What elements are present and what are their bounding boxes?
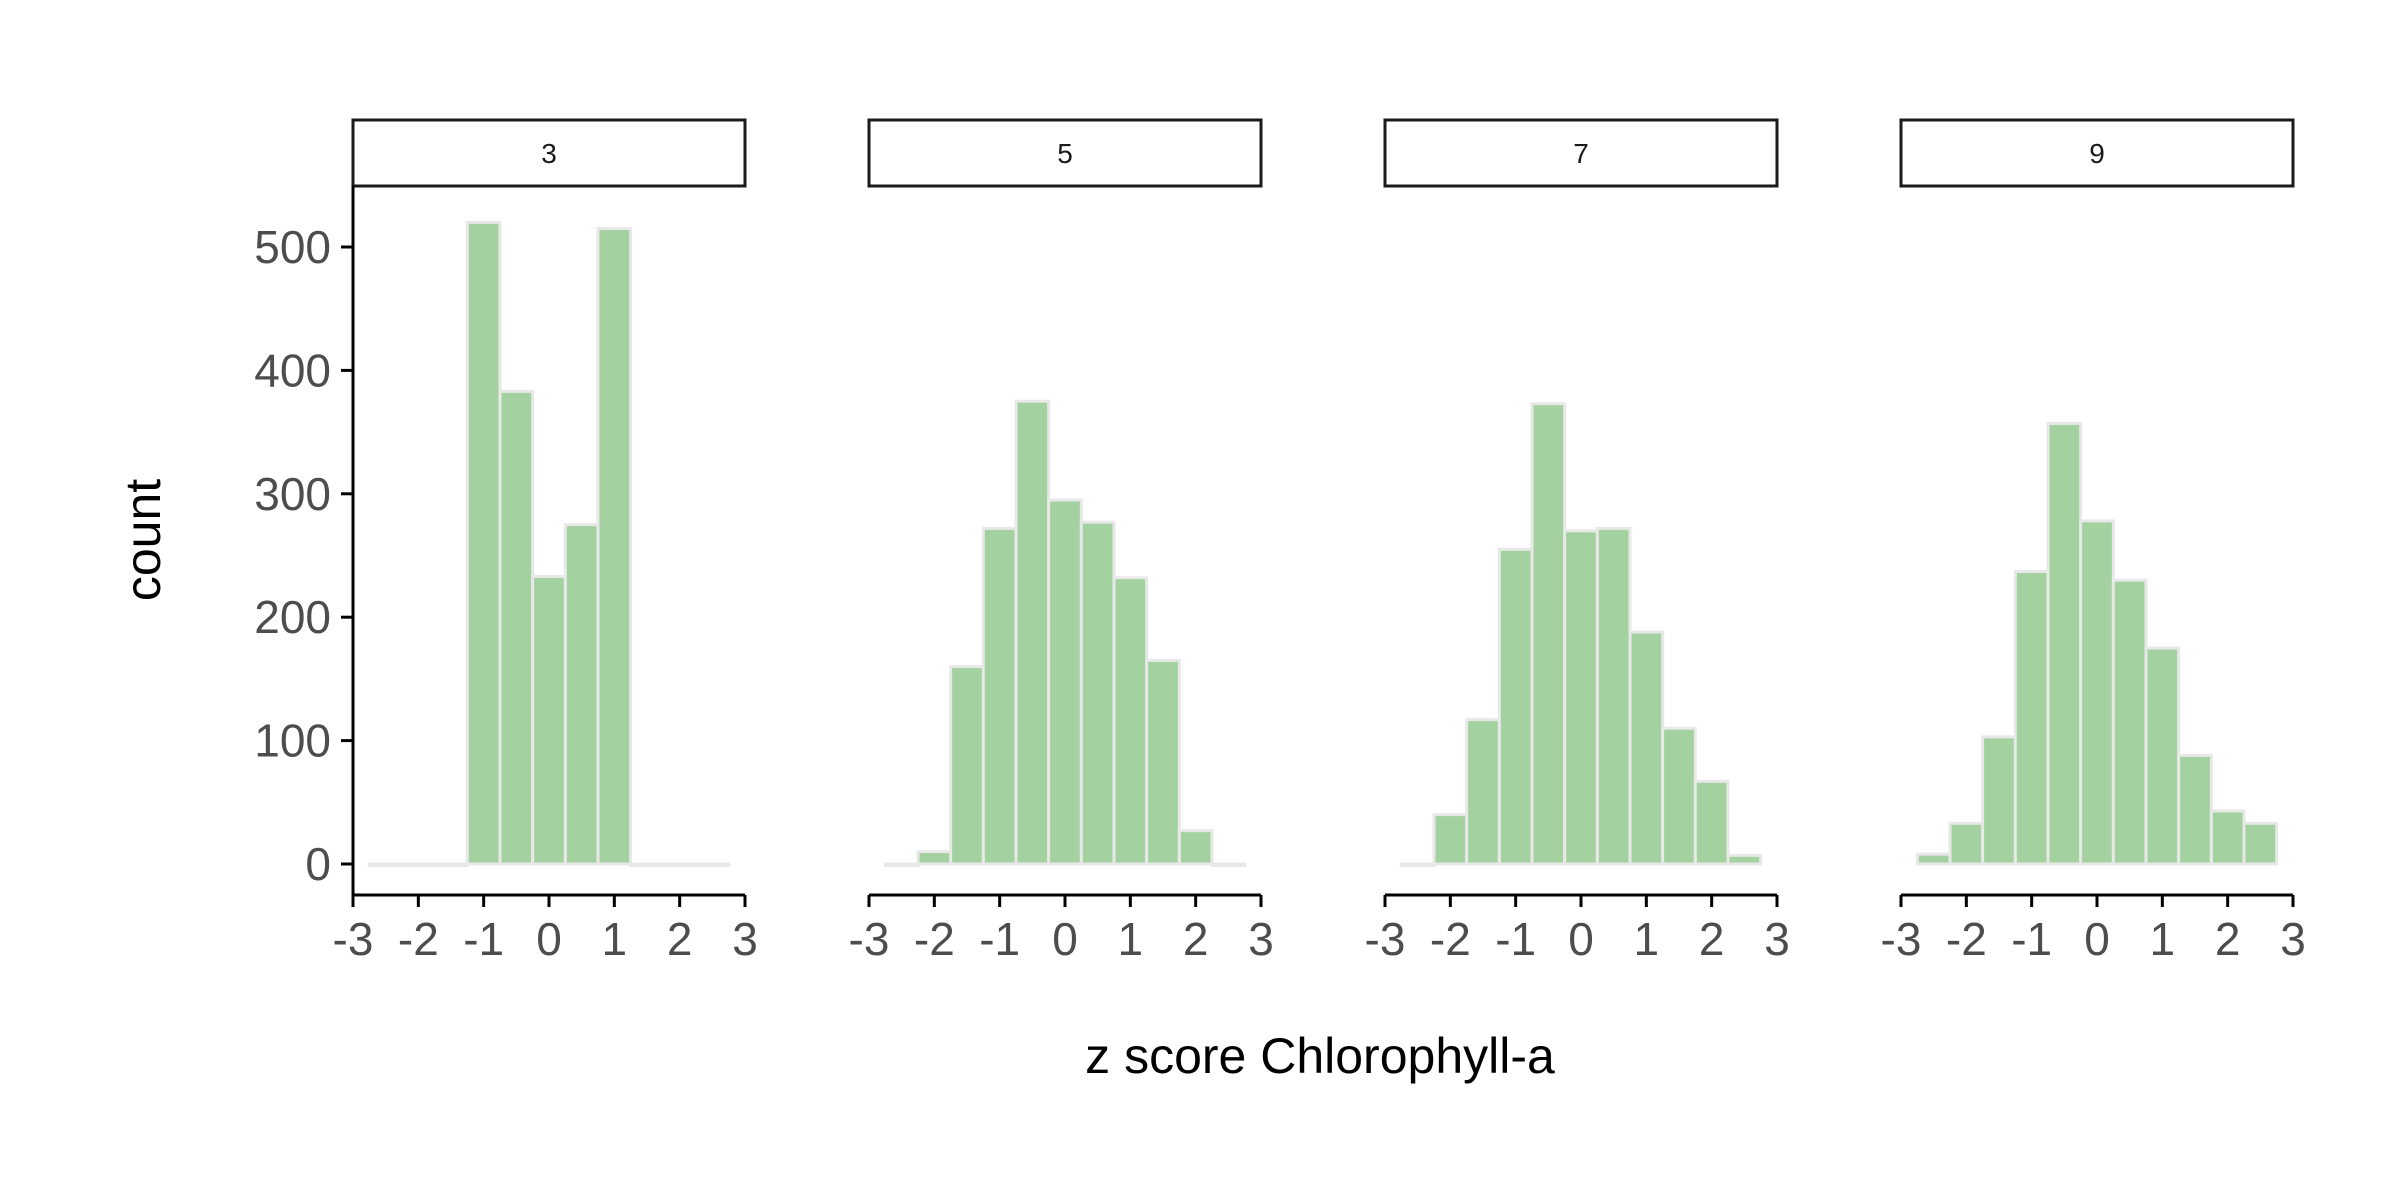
x-tick-label: 2	[2215, 913, 2241, 965]
histogram-bar	[1112, 576, 1149, 866]
histogram-bar	[2209, 809, 2246, 866]
histogram-bar	[694, 862, 731, 867]
histogram-bar	[596, 226, 633, 866]
histogram-bar	[1079, 520, 1116, 866]
histogram-bar	[2079, 519, 2115, 866]
x-tick-label: 1	[602, 913, 628, 965]
histogram-bar	[2111, 578, 2148, 866]
histogram-bar	[2046, 421, 2083, 866]
histogram-bar	[1177, 829, 1214, 866]
histogram-bar	[498, 389, 535, 866]
histogram-bar	[367, 862, 404, 867]
histogram-bar	[661, 862, 698, 867]
histogram-bar	[1399, 862, 1436, 867]
histogram-bar	[1726, 853, 1763, 866]
histogram-bar	[1981, 735, 2017, 866]
x-tick-label: 3	[732, 913, 758, 965]
x-tick-label: 1	[1634, 913, 1660, 965]
histogram-bar	[400, 862, 437, 867]
histogram-bar	[465, 220, 502, 866]
histogram-bar	[433, 862, 469, 867]
x-tick-label: 2	[1183, 913, 1209, 965]
histogram-bar	[949, 665, 985, 866]
histogram-bar	[2177, 753, 2213, 866]
x-tick-label: 1	[2150, 913, 2176, 965]
x-tick-label: 2	[1699, 913, 1725, 965]
histogram-bar	[1210, 862, 1247, 867]
facet-strip-box	[1899, 118, 2295, 188]
histogram-bar	[563, 523, 600, 866]
y-axis: 0 100 200 300 400 500	[254, 186, 355, 895]
histogram-bar	[1595, 526, 1632, 866]
y-tick-label: 200	[254, 591, 331, 643]
x-tick-label: -3	[1881, 913, 1922, 965]
x-tick-label: -1	[463, 913, 504, 965]
histogram-bar	[1014, 399, 1051, 866]
x-tick-label: -1	[979, 913, 1020, 965]
facet-strip-label: 9	[2089, 138, 2105, 169]
y-tick-label: 400	[254, 344, 331, 396]
facet-panel-5: 5 -3 -2 -1 0 1 2 3	[849, 118, 1274, 965]
x-tick-label: 1	[1118, 913, 1144, 965]
y-tick-label: 100	[254, 715, 331, 767]
facet-strip-label: 5	[1057, 138, 1073, 169]
facet-panel-7: 7 -3 -2 -1 0 1 2 3	[1365, 118, 1790, 965]
y-tick-label: 300	[254, 468, 331, 520]
histogram-bar	[1465, 718, 1501, 866]
facet-strip-label: 3	[541, 138, 557, 169]
facet-panel-9: 9 -3 -2 -1 0 1 2 3	[1881, 118, 2306, 965]
x-tick-label: -3	[849, 913, 890, 965]
x-tick-label: -3	[1365, 913, 1406, 965]
facet-strip-box	[1383, 118, 1779, 188]
histogram-bar	[1628, 630, 1665, 866]
histogram-bar	[1530, 402, 1567, 866]
facet-strip-box	[867, 118, 1263, 188]
x-tick-label: -3	[333, 913, 374, 965]
histogram-bar	[1915, 852, 1952, 866]
x-axis-title: z score Chlorophyll-a	[1085, 1028, 1555, 1084]
histogram-bar	[2242, 821, 2279, 866]
histogram-bar	[1497, 547, 1534, 866]
y-axis-title: count	[115, 479, 171, 601]
x-tick-label: 3	[2280, 913, 2306, 965]
facet-panels: 3-3 -2 -1 0 1 2 35-3 -2 -1 0 1 2 37-3 -2 -1 0 1 2 39-3 -2 -1…	[333, 118, 2306, 965]
x-tick-label: 2	[667, 913, 693, 965]
x-tick-label: 3	[1764, 913, 1790, 965]
x-tick-label: 3	[1248, 913, 1274, 965]
histogram-bar	[1145, 658, 1181, 866]
x-tick-label: -1	[1495, 913, 1536, 965]
y-tick-label: 500	[254, 221, 331, 273]
histogram-bar	[2013, 570, 2050, 866]
x-tick-label: 0	[2084, 913, 2110, 965]
facet-panel-3: 3-3 -2 -1 0 1 2 3	[333, 118, 758, 965]
histogram-bar	[1047, 498, 1083, 866]
histogram-bar	[1432, 813, 1469, 866]
histogram-bar	[531, 574, 567, 866]
histogram-bar	[883, 862, 920, 867]
x-tick-label: -2	[398, 913, 439, 965]
histogram-bar	[2144, 646, 2181, 866]
histogram-bar	[1661, 726, 1697, 866]
x-tick-label: -1	[2011, 913, 2052, 965]
histogram-bar	[1948, 821, 1985, 866]
x-tick-label: -2	[1430, 913, 1471, 965]
x-tick-label: -2	[1946, 913, 1987, 965]
facet-strip-label: 7	[1573, 138, 1589, 169]
x-tick-label: 0	[1052, 913, 1078, 965]
x-tick-label: 0	[536, 913, 562, 965]
histogram-bar	[981, 526, 1018, 866]
histogram-bar	[916, 850, 953, 866]
x-tick-label: -2	[914, 913, 955, 965]
histogram-bar	[629, 862, 665, 867]
y-tick-label: 0	[305, 838, 331, 890]
histogram-bar	[1693, 779, 1730, 866]
histogram-bar	[1563, 529, 1599, 866]
facet-strip-box	[351, 118, 747, 188]
x-tick-label: 0	[1568, 913, 1594, 965]
